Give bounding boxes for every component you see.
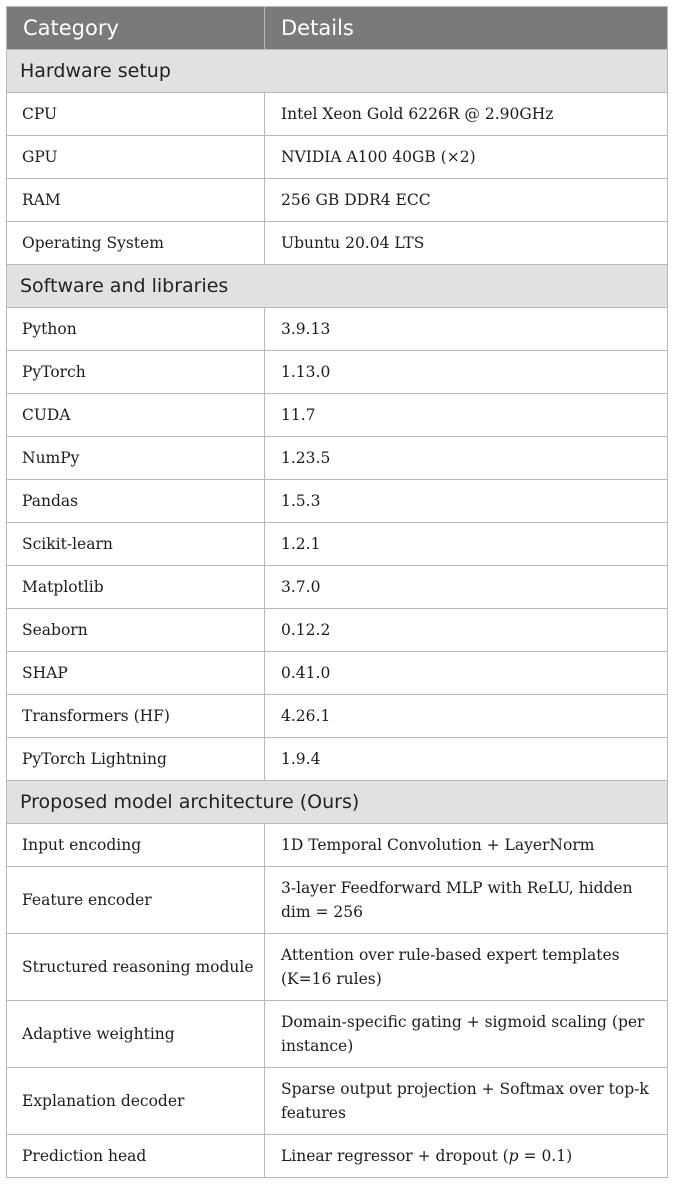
row-label: PyTorch bbox=[6, 350, 265, 394]
table-row: PyTorch 1.13.0 bbox=[6, 350, 668, 394]
table-row: GPU NVIDIA A100 40GB (×2) bbox=[6, 135, 668, 179]
row-value: Domain-specific gating + sigmoid scaling… bbox=[264, 1000, 668, 1068]
table-row: Feature encoder 3-layer Feedforward MLP … bbox=[6, 866, 668, 934]
table-row: SHAP 0.41.0 bbox=[6, 651, 668, 695]
table-row: Prediction head Linear regressor + dropo… bbox=[6, 1134, 668, 1178]
section-title: Hardware setup bbox=[6, 49, 668, 93]
row-value: Intel Xeon Gold 6226R @ 2.90GHz bbox=[264, 92, 668, 136]
row-value: 11.7 bbox=[264, 393, 668, 437]
row-value: 1.9.4 bbox=[264, 737, 668, 781]
row-value: Attention over rule-based expert templat… bbox=[264, 933, 668, 1001]
row-label: Pandas bbox=[6, 479, 265, 523]
table-row: Operating System Ubuntu 20.04 LTS bbox=[6, 221, 668, 265]
row-label: CUDA bbox=[6, 393, 265, 437]
row-value: 1.13.0 bbox=[264, 350, 668, 394]
table-row: Transformers (HF) 4.26.1 bbox=[6, 694, 668, 738]
row-label: Structured reasoning module bbox=[6, 933, 265, 1001]
row-label: Explanation decoder bbox=[6, 1067, 265, 1135]
row-value: Linear regressor + dropout (p = 0.1) bbox=[264, 1134, 668, 1178]
row-value: 1.5.3 bbox=[264, 479, 668, 523]
row-value: 3.7.0 bbox=[264, 565, 668, 609]
column-header-details: Details bbox=[264, 6, 668, 50]
row-value: 4.26.1 bbox=[264, 694, 668, 738]
row-label: Adaptive weighting bbox=[6, 1000, 265, 1068]
row-label: Feature encoder bbox=[6, 866, 265, 934]
row-value: 0.41.0 bbox=[264, 651, 668, 695]
row-value: Ubuntu 20.04 LTS bbox=[264, 221, 668, 265]
row-value: 3-layer Feedforward MLP with ReLU, hidde… bbox=[264, 866, 668, 934]
row-value: Sparse output projection + Softmax over … bbox=[264, 1067, 668, 1135]
row-value: NVIDIA A100 40GB (×2) bbox=[264, 135, 668, 179]
section-header-row: Software and libraries bbox=[6, 264, 668, 308]
section-title: Software and libraries bbox=[6, 264, 668, 308]
table-row: Matplotlib 3.7.0 bbox=[6, 565, 668, 609]
row-label: Matplotlib bbox=[6, 565, 265, 609]
row-label: NumPy bbox=[6, 436, 265, 480]
row-value: 1.2.1 bbox=[264, 522, 668, 566]
value-text-post: = 0.1) bbox=[518, 1147, 573, 1165]
header-row: Category Details bbox=[6, 6, 668, 50]
row-label: Python bbox=[6, 307, 265, 351]
row-value: 3.9.13 bbox=[264, 307, 668, 351]
row-label: PyTorch Lightning bbox=[6, 737, 265, 781]
column-header-category: Category bbox=[6, 6, 265, 50]
row-label: RAM bbox=[6, 178, 265, 222]
row-label: Seaborn bbox=[6, 608, 265, 652]
row-value: 1.23.5 bbox=[264, 436, 668, 480]
specs-table: Category Details Hardware setup CPU Inte… bbox=[6, 6, 668, 1178]
variable-p: p bbox=[508, 1147, 519, 1165]
row-label: CPU bbox=[6, 92, 265, 136]
table-row: Explanation decoder Sparse output projec… bbox=[6, 1067, 668, 1135]
specs-table-container: Category Details Hardware setup CPU Inte… bbox=[6, 6, 668, 1178]
row-label: Prediction head bbox=[6, 1134, 265, 1178]
row-value: 256 GB DDR4 ECC bbox=[264, 178, 668, 222]
row-label: GPU bbox=[6, 135, 265, 179]
section-header-row: Hardware setup bbox=[6, 49, 668, 93]
table-row: RAM 256 GB DDR4 ECC bbox=[6, 178, 668, 222]
table-row: Scikit-learn 1.2.1 bbox=[6, 522, 668, 566]
table-row: PyTorch Lightning 1.9.4 bbox=[6, 737, 668, 781]
table-row: Structured reasoning module Attention ov… bbox=[6, 933, 668, 1001]
table-row: NumPy 1.23.5 bbox=[6, 436, 668, 480]
row-value: 0.12.2 bbox=[264, 608, 668, 652]
row-label: Operating System bbox=[6, 221, 265, 265]
table-row: CPU Intel Xeon Gold 6226R @ 2.90GHz bbox=[6, 92, 668, 136]
section-title: Proposed model architecture (Ours) bbox=[6, 780, 668, 824]
table-row: CUDA 11.7 bbox=[6, 393, 668, 437]
row-label: Input encoding bbox=[6, 823, 265, 867]
value-text-pre: Linear regressor + dropout ( bbox=[281, 1147, 509, 1165]
table-row: Python 3.9.13 bbox=[6, 307, 668, 351]
table-row: Input encoding 1D Temporal Convolution +… bbox=[6, 823, 668, 867]
table-row: Pandas 1.5.3 bbox=[6, 479, 668, 523]
section-header-row: Proposed model architecture (Ours) bbox=[6, 780, 668, 824]
table-row: Seaborn 0.12.2 bbox=[6, 608, 668, 652]
row-value: 1D Temporal Convolution + LayerNorm bbox=[264, 823, 668, 867]
row-label: Scikit-learn bbox=[6, 522, 265, 566]
table-row: Adaptive weighting Domain-specific gatin… bbox=[6, 1000, 668, 1068]
row-label: SHAP bbox=[6, 651, 265, 695]
row-label: Transformers (HF) bbox=[6, 694, 265, 738]
